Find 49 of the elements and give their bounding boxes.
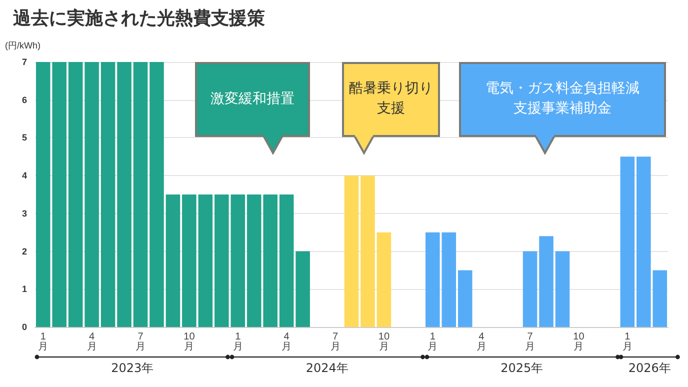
bar [133,62,148,327]
bar [68,62,83,327]
x-tick-label: 7月 [330,332,340,352]
y-tick-label: 7 [22,57,27,67]
y-tick-label: 1 [22,284,27,294]
bar [360,176,375,327]
annotation: 電気・ガス料金負担軽減支援事業補助金 [484,80,640,119]
x-tick-label: 10月 [378,332,390,352]
y-tick-label: 0 [22,322,27,332]
bar [150,62,164,327]
bar [84,62,99,327]
x-tick-label: 10月 [184,332,196,352]
annotation: 酷暑乗り切り支援 [348,80,434,119]
bar [198,194,213,327]
bar [555,251,570,327]
x-tick-label: 7月 [525,332,536,352]
x-tick-label: 10月 [573,332,585,352]
x-tick-label: 4月 [476,332,486,352]
y-tick-label: 2 [22,246,27,256]
bar [522,251,538,327]
x-tick-label: 4月 [282,332,292,352]
text: 2023年 [111,360,154,377]
bar [296,251,310,327]
y-axis-title: (円/kWh) [5,40,40,50]
x-tick-label: 4月 [86,332,97,352]
bar [182,194,196,327]
x-tick-label: 1月 [428,332,438,352]
y-tick-label: 6 [22,94,27,105]
x-tick-label: 1月 [622,332,632,352]
y-tick-label: 5 [22,132,27,143]
x-tick-label: 1月 [232,332,243,352]
bar [117,62,132,327]
annotation: 激変緩和措置 [210,90,296,109]
x-tick-label: 1月 [38,332,48,352]
bar [279,194,294,327]
bar [539,236,554,327]
bar [344,176,359,327]
bar [620,156,635,327]
y-tick-label: 4 [22,170,27,181]
text: 2025年 [500,360,544,377]
bar [166,194,180,327]
chart-title: 過去に実施された光熱費支援策 [12,8,265,28]
text: 2026年 [628,360,671,377]
y-tick-label: 3 [22,208,27,218]
bar [458,270,472,327]
bar [100,62,116,327]
x-tick-label: 7月 [136,332,146,352]
bar [376,232,392,327]
text: 2024年 [306,360,348,377]
